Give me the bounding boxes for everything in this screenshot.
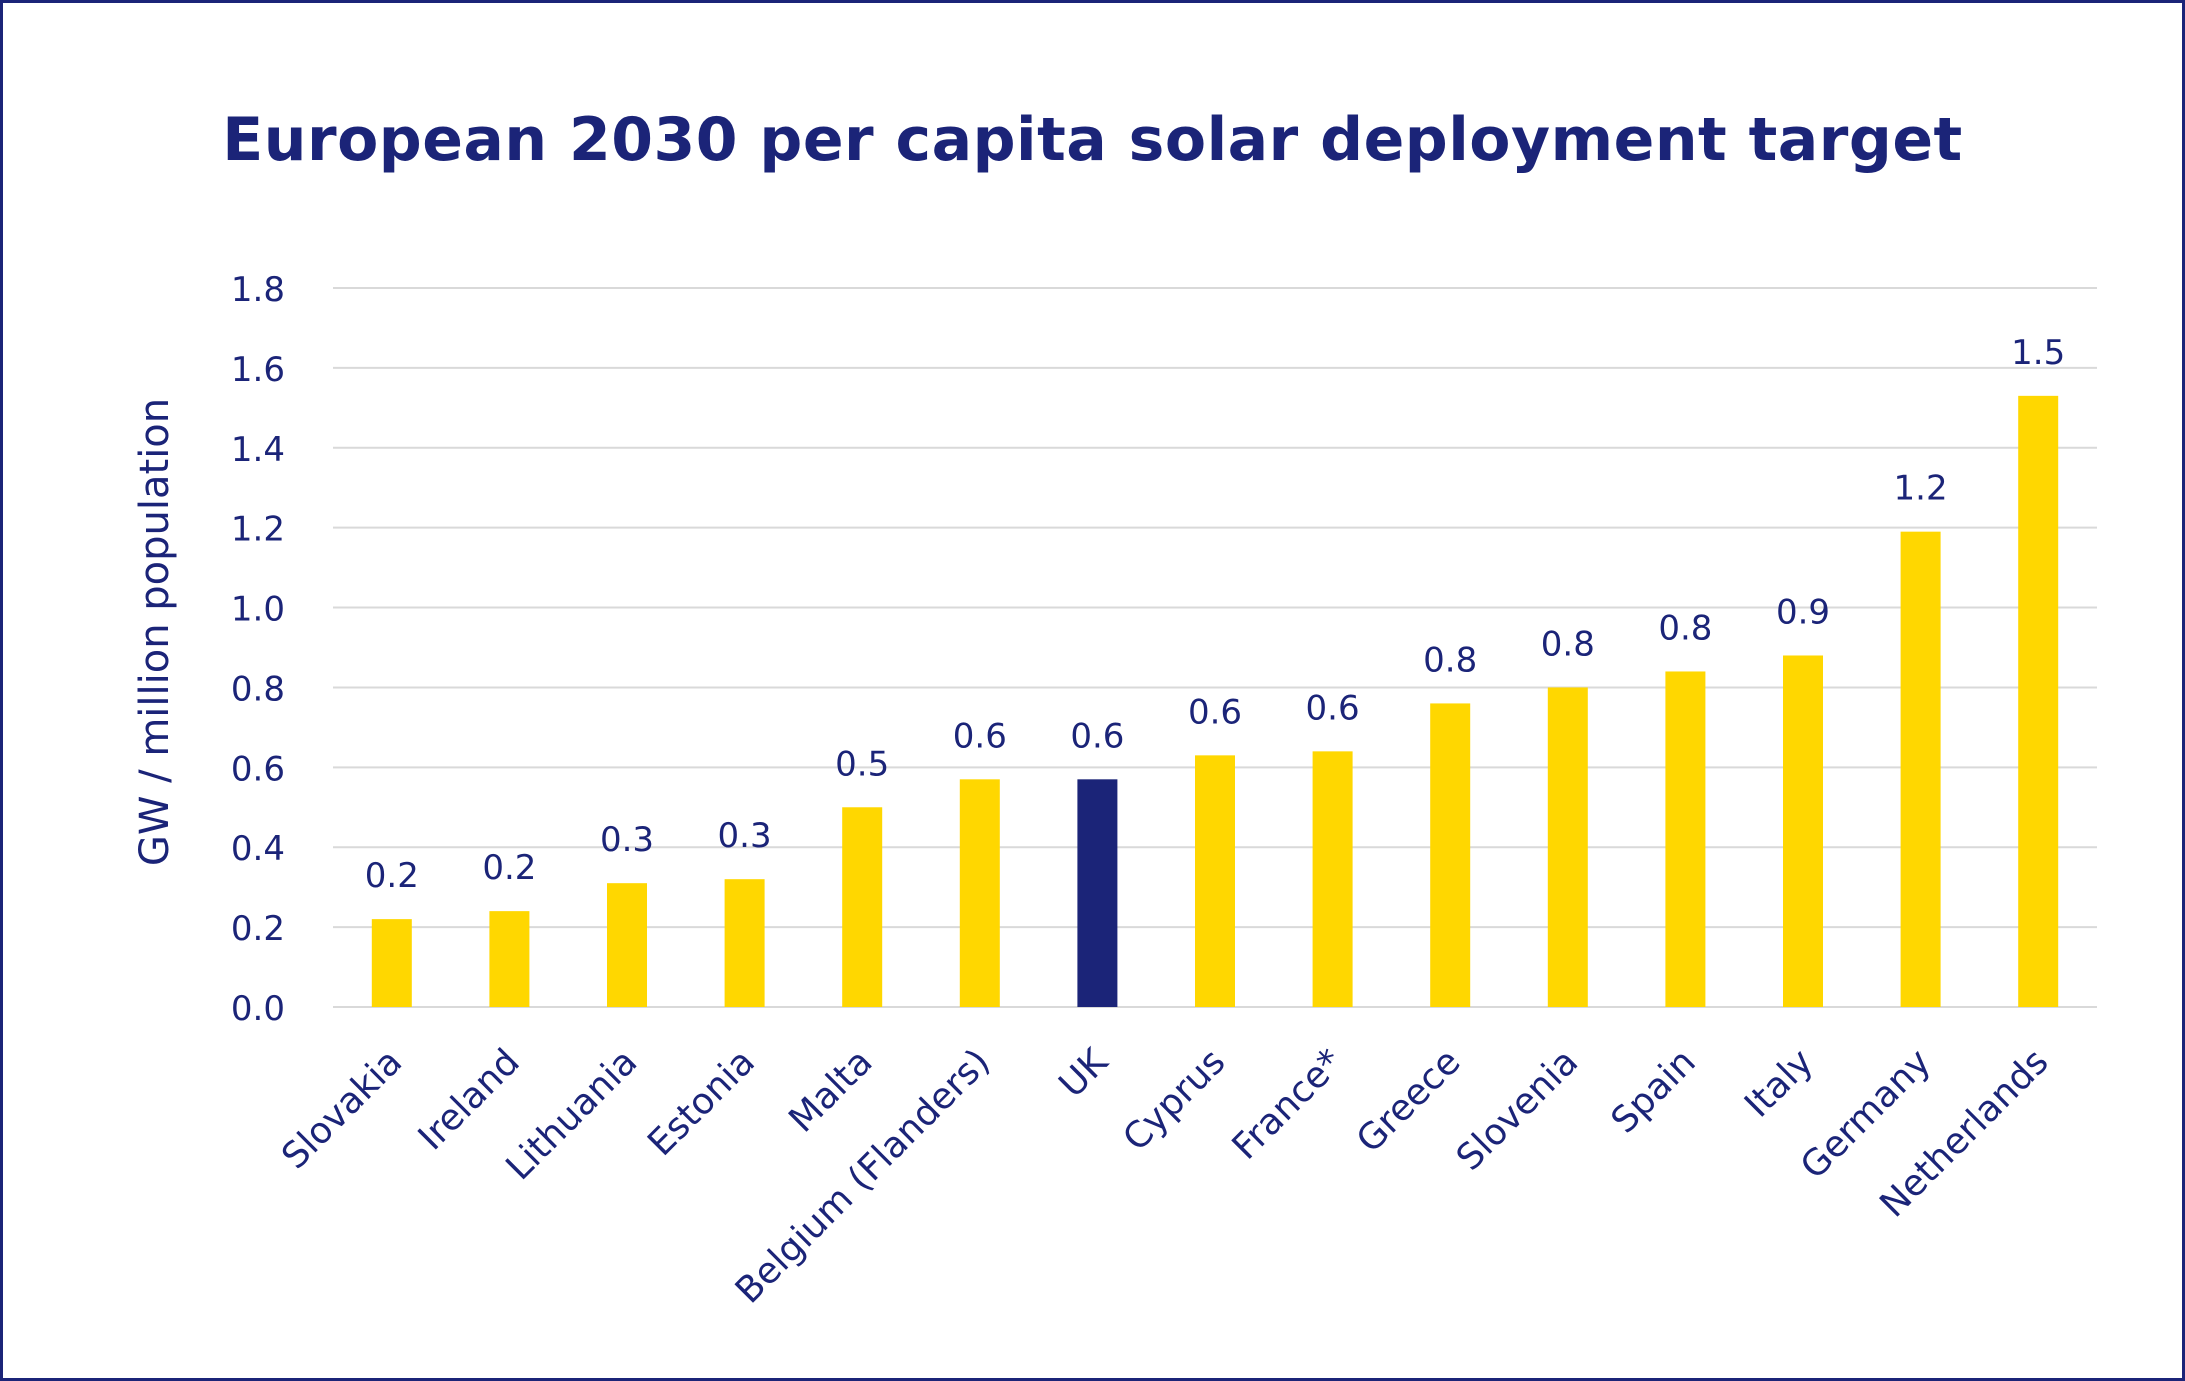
x-tick-label: Slovakia: [274, 1041, 410, 1177]
data-label: 0.6: [1306, 688, 1360, 728]
y-tick-label: 0.6: [231, 749, 285, 789]
data-labels: 0.2 0.2 0.3 0.3 0.5 0.6 0.6 0.6 0.6 0.8 0.8 0.8 0.9 1…: [365, 333, 2065, 896]
data-label: 0.8: [1658, 608, 1712, 648]
y-tick-label: 1.0: [231, 590, 285, 630]
y-tick-label: 1.6: [231, 350, 285, 390]
bar: [1077, 779, 1118, 1007]
bar: [1430, 703, 1471, 1007]
data-label: 0.5: [835, 744, 889, 784]
data-label: 0.6: [1070, 716, 1124, 756]
data-label: 0.8: [1541, 624, 1595, 664]
y-axis-title: GW / million population: [132, 398, 178, 866]
x-tick-label: France*: [1225, 1041, 1351, 1167]
data-label: 0.3: [600, 820, 654, 860]
bar: [371, 919, 412, 1007]
data-label: 1.2: [1894, 469, 1948, 509]
x-tick-label: Ireland: [411, 1041, 528, 1158]
data-label: 0.2: [482, 848, 536, 888]
y-axis-tick-labels: 0.0 0.2 0.4 0.6 0.8 1.0 1.2 1.4 1.6 1.8: [231, 270, 285, 1029]
bar: [2018, 395, 2059, 1008]
data-label: 1.5: [2011, 333, 2065, 373]
x-tick-label: Italy: [1737, 1041, 1821, 1125]
x-tick-label: Malta: [781, 1041, 880, 1140]
bar: [1665, 671, 1706, 1007]
bar: [607, 883, 647, 1007]
y-tick-label: 1.4: [231, 430, 285, 470]
y-tick-label: 1.8: [231, 270, 285, 310]
x-tick-label: Greece: [1349, 1041, 1469, 1161]
x-tick-label: Slovenia: [1449, 1041, 1586, 1178]
x-tick-label: Cyprus: [1116, 1041, 1234, 1159]
bar: [724, 879, 765, 1007]
y-tick-label: 0.2: [231, 909, 285, 949]
bar: [1312, 751, 1353, 1007]
bar: [1195, 755, 1235, 1007]
y-tick-label: 0.8: [231, 669, 285, 709]
bar: [1783, 655, 1823, 1007]
bars: [371, 395, 2059, 1008]
bar: [1547, 687, 1588, 1007]
x-tick-label: UK: [1051, 1040, 1116, 1105]
y-tick-label: 1.2: [231, 510, 285, 550]
x-tick-label: Estonia: [640, 1041, 763, 1164]
y-tick-label: 0.0: [231, 989, 285, 1029]
bar: [1900, 531, 1941, 1007]
bar: [842, 807, 883, 1007]
bar: [959, 779, 1000, 1007]
data-label: 0.8: [1423, 640, 1477, 680]
data-label: 0.2: [365, 856, 419, 896]
data-label: 0.6: [953, 716, 1007, 756]
data-label: 0.3: [718, 816, 772, 856]
x-tick-label: Spain: [1604, 1041, 1704, 1141]
bar: [489, 911, 530, 1007]
chart-title: European 2030 per capita solar deploymen…: [222, 105, 1963, 175]
data-label: 0.9: [1776, 592, 1830, 632]
y-tick-label: 0.4: [231, 829, 285, 869]
data-label: 0.6: [1188, 692, 1242, 732]
